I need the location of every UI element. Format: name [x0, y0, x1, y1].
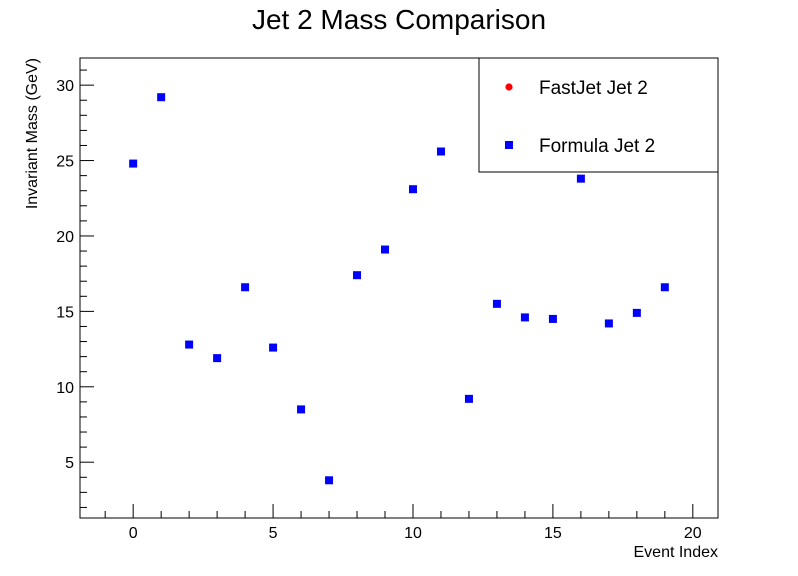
- axis-ticks: [80, 69, 694, 518]
- formula-point: [185, 340, 194, 349]
- formula-point: [241, 283, 250, 292]
- formula-point: [325, 476, 334, 485]
- x-tick-label: 15: [544, 525, 562, 542]
- formula-point: [213, 354, 222, 363]
- formula-point: [436, 147, 445, 156]
- formula-point: [604, 319, 613, 328]
- legend-box: [478, 57, 719, 173]
- chart-title: Jet 2 Mass Comparison: [252, 4, 546, 35]
- tick-labels: 0 5 10 15 20 5 10 15 20 25 30: [56, 78, 702, 542]
- y-tick-label: 5: [65, 455, 74, 472]
- legend-marker-fastjet: [505, 83, 513, 91]
- y-tick-label: 20: [56, 229, 74, 246]
- plot-frame: [79, 57, 719, 519]
- legend-marker-formula: [505, 141, 513, 149]
- formula-point: [464, 394, 473, 403]
- formula-point: [408, 185, 417, 194]
- formula-point: [353, 271, 362, 280]
- y-tick-label: 10: [56, 380, 74, 397]
- formula-point: [129, 159, 138, 168]
- x-tick-label: 5: [269, 525, 278, 542]
- y-tick-label: 25: [56, 154, 74, 171]
- legend: FastJet Jet 2 Formula Jet 2: [478, 57, 719, 173]
- formula-point: [520, 313, 529, 322]
- formula-point: [269, 343, 278, 352]
- x-tick-label: 10: [404, 525, 422, 542]
- data-points: [129, 93, 669, 485]
- formula-point: [492, 299, 501, 308]
- y-tick-label: 15: [56, 304, 74, 321]
- formula-point: [576, 174, 585, 183]
- y-axis-label: Invariant Mass (GeV): [24, 58, 41, 209]
- formula-point: [297, 405, 306, 414]
- legend-label-formula: Formula Jet 2: [539, 136, 655, 157]
- formula-point: [632, 308, 641, 317]
- formula-point: [660, 283, 669, 292]
- x-axis-label: Event Index: [634, 544, 719, 561]
- formula-point: [157, 93, 166, 102]
- x-tick-label: 0: [129, 525, 138, 542]
- legend-label-fastjet: FastJet Jet 2: [539, 78, 648, 99]
- y-tick-label: 30: [56, 78, 74, 95]
- x-tick-label: 20: [684, 525, 702, 542]
- formula-point: [548, 314, 557, 323]
- formula-point: [381, 245, 390, 254]
